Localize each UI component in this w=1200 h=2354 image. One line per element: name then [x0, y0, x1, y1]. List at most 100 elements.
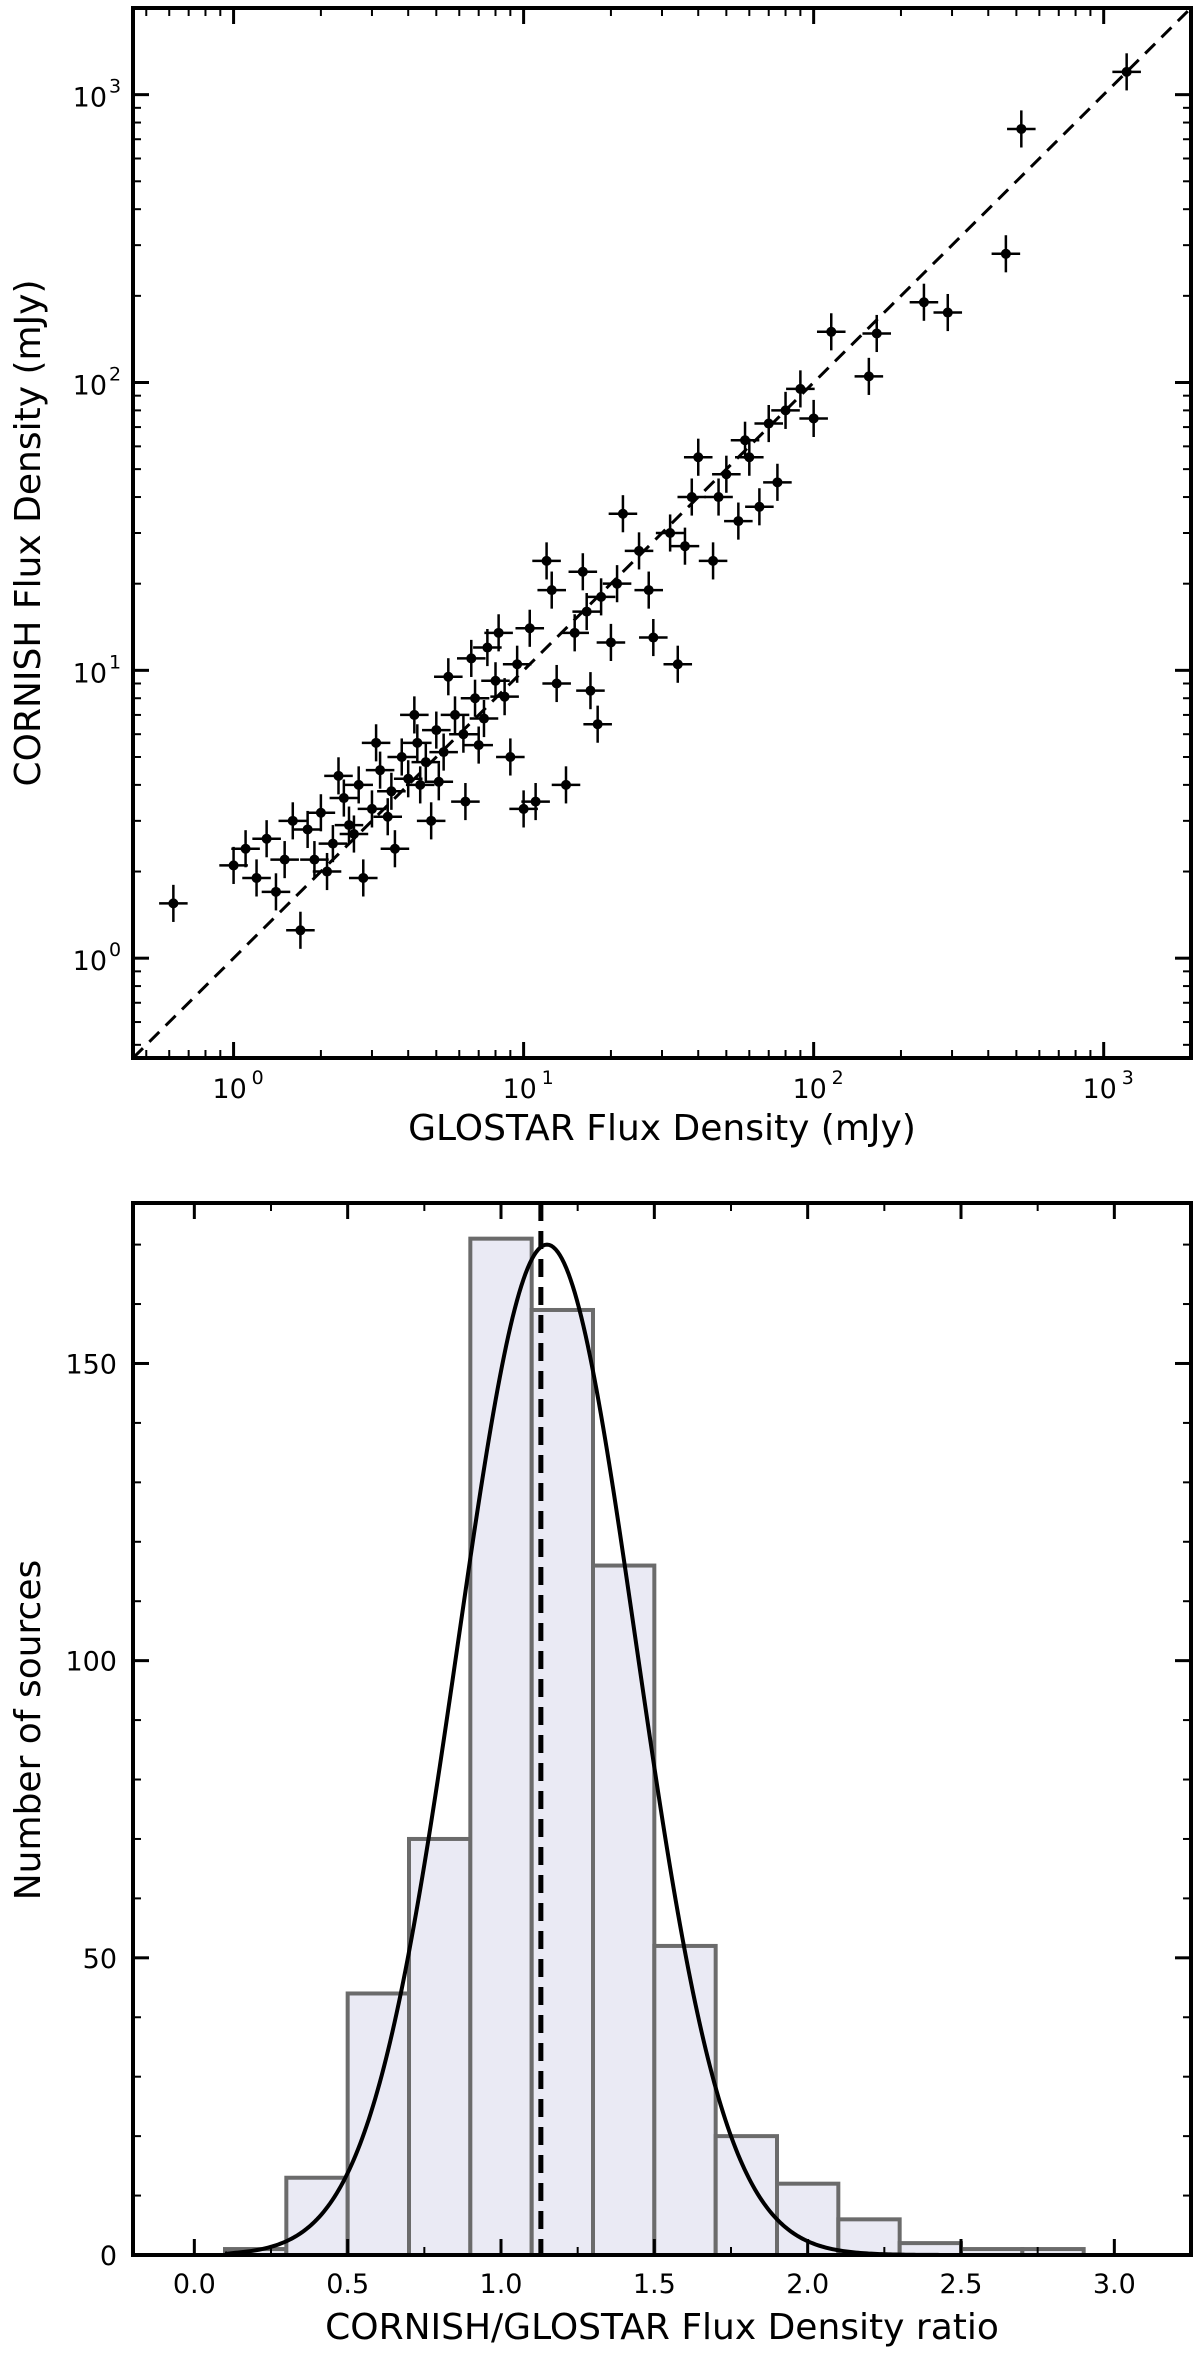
x-tick-label: 10 [792, 1074, 826, 1105]
data-point [371, 737, 382, 748]
y-tick-label-exponent: 3 [109, 76, 121, 98]
histogram-bar [836, 2217, 902, 2257]
data-point [551, 678, 562, 689]
data-point [426, 815, 437, 826]
x-tick-label: 2.5 [940, 2269, 983, 2300]
data-point [679, 541, 690, 552]
data-point [482, 642, 493, 653]
data-point [389, 843, 400, 854]
scatter-panel: 10 0 10 1 10 2 10 310 010 110 210 3 GLOSTAR Flux De… [8, 6, 1193, 1149]
data-point [240, 843, 251, 854]
x-tick-label-exponent: 3 [1122, 1067, 1134, 1089]
x-tick-label: 1.0 [480, 2269, 523, 2300]
y-tick-label-exponent: 0 [109, 939, 121, 961]
data-point [433, 776, 444, 787]
data-point [443, 671, 454, 682]
data-point [942, 307, 953, 318]
data-point [431, 725, 442, 736]
data-point [693, 452, 704, 463]
data-point [490, 675, 501, 686]
y-tick-label-exponent: 1 [109, 651, 121, 673]
scatter-plot-frame [131, 6, 1193, 1060]
data-point [918, 297, 929, 308]
data-point [450, 709, 461, 720]
x-tick-label-exponent: 2 [832, 1067, 844, 1089]
y-tick-label: 10 [73, 658, 107, 689]
data-point [228, 860, 239, 871]
data-point [754, 501, 765, 512]
one-to-one-line [131, 6, 1193, 1060]
x-tick-label: 1.5 [633, 2269, 676, 2300]
data-point [585, 685, 596, 696]
data-point [415, 779, 426, 790]
data-point [168, 898, 179, 909]
histogram-bars [223, 1236, 1086, 2258]
data-point [605, 637, 616, 648]
x-tick-label: 2.0 [786, 2269, 829, 2300]
data-point [744, 452, 755, 463]
data-point [466, 653, 477, 664]
data-point [708, 555, 719, 566]
histogram-bar [345, 1991, 411, 2257]
data-point [1016, 123, 1027, 134]
data-point [672, 659, 683, 670]
data-point [353, 779, 364, 790]
data-point [499, 691, 510, 702]
histogram-panel: 0.0 0.5 1.0 1.5 2.0 2.5 3.0 0 50 100 150 CORNISH/G… [8, 1201, 1193, 2348]
y-tick-label: 10 [73, 946, 107, 977]
x-tick-label: 10 [212, 1074, 246, 1105]
data-point [493, 627, 504, 638]
data-point [343, 820, 354, 831]
y-tick-label: 0 [100, 2241, 117, 2272]
histogram-x-axis-label: CORNISH/GLOSTAR Flux Density ratio [325, 2307, 999, 2348]
data-point [348, 829, 359, 840]
data-point [648, 632, 659, 643]
x-tick-label: 10 [1083, 1074, 1117, 1105]
data-point [302, 824, 313, 835]
x-tick-label-exponent: 0 [252, 1067, 264, 1089]
data-point [546, 585, 557, 596]
histogram-bar [652, 1943, 718, 2257]
data-point [518, 803, 529, 814]
data-point [309, 854, 320, 865]
data-point [375, 765, 386, 776]
x-tick-label: 0.5 [326, 2269, 369, 2300]
data-point [412, 737, 423, 748]
data-point [617, 508, 628, 519]
data-point [338, 793, 349, 804]
x-tick-label: 10 [502, 1074, 536, 1105]
histogram-plot-frame [131, 1201, 1193, 2257]
scatter-x-axis-label: GLOSTAR Flux Density (mJy) [408, 1108, 916, 1149]
x-tick-label: 0.0 [173, 2269, 216, 2300]
x-tick-label-exponent: 1 [542, 1067, 554, 1089]
y-tick-label: 10 [73, 83, 107, 114]
y-tick-label: 150 [65, 1349, 117, 1380]
data-point [279, 854, 290, 865]
data-point [541, 555, 552, 566]
data-point [871, 328, 882, 339]
data-point [577, 566, 588, 577]
data-point [386, 786, 397, 797]
data-point [772, 477, 783, 488]
y-tick-label-exponent: 2 [109, 363, 121, 385]
data-point [396, 751, 407, 762]
data-point [560, 779, 571, 790]
data-point [505, 751, 516, 762]
data-point [733, 516, 744, 527]
data-point [333, 770, 344, 781]
data-point [808, 413, 819, 424]
data-point [473, 740, 484, 751]
y-tick-label: 50 [83, 1944, 117, 1975]
data-point [358, 872, 369, 883]
data-point [581, 606, 592, 617]
y-tick-label: 10 [73, 370, 107, 401]
x-tick-label: 3.0 [1093, 2269, 1136, 2300]
data-point [295, 925, 306, 936]
y-tick-label: 100 [65, 1647, 117, 1678]
data-point [530, 796, 541, 807]
data-point [470, 693, 481, 704]
data-point [366, 803, 377, 814]
data-point [261, 833, 272, 844]
data-point [1000, 248, 1011, 259]
